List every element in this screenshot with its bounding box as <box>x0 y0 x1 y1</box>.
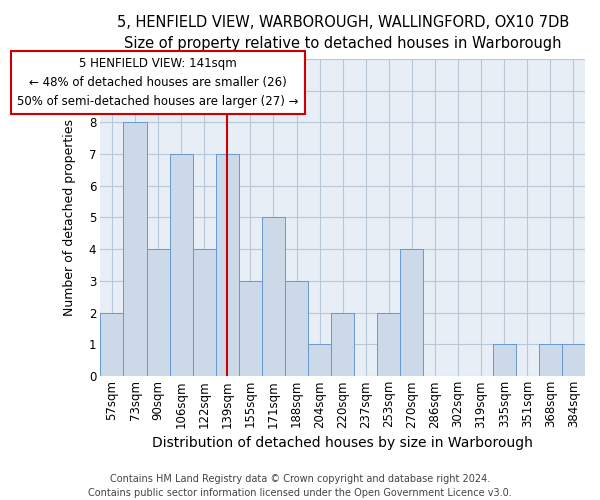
Bar <box>170 154 193 376</box>
Bar <box>124 122 146 376</box>
X-axis label: Distribution of detached houses by size in Warborough: Distribution of detached houses by size … <box>152 436 533 450</box>
Bar <box>239 281 262 376</box>
Bar <box>262 218 285 376</box>
Bar <box>539 344 562 376</box>
Bar <box>331 312 354 376</box>
Bar <box>400 249 424 376</box>
Y-axis label: Number of detached properties: Number of detached properties <box>63 119 76 316</box>
Title: 5, HENFIELD VIEW, WARBOROUGH, WALLINGFORD, OX10 7DB
Size of property relative to: 5, HENFIELD VIEW, WARBOROUGH, WALLINGFOR… <box>116 15 569 51</box>
Bar <box>308 344 331 376</box>
Bar <box>285 281 308 376</box>
Bar <box>146 249 170 376</box>
Text: Contains HM Land Registry data © Crown copyright and database right 2024.
Contai: Contains HM Land Registry data © Crown c… <box>88 474 512 498</box>
Bar <box>493 344 516 376</box>
Bar <box>193 249 216 376</box>
Bar <box>562 344 585 376</box>
Text: 5 HENFIELD VIEW: 141sqm
← 48% of detached houses are smaller (26)
50% of semi-de: 5 HENFIELD VIEW: 141sqm ← 48% of detache… <box>17 58 299 108</box>
Bar <box>377 312 400 376</box>
Bar <box>100 312 124 376</box>
Bar <box>216 154 239 376</box>
